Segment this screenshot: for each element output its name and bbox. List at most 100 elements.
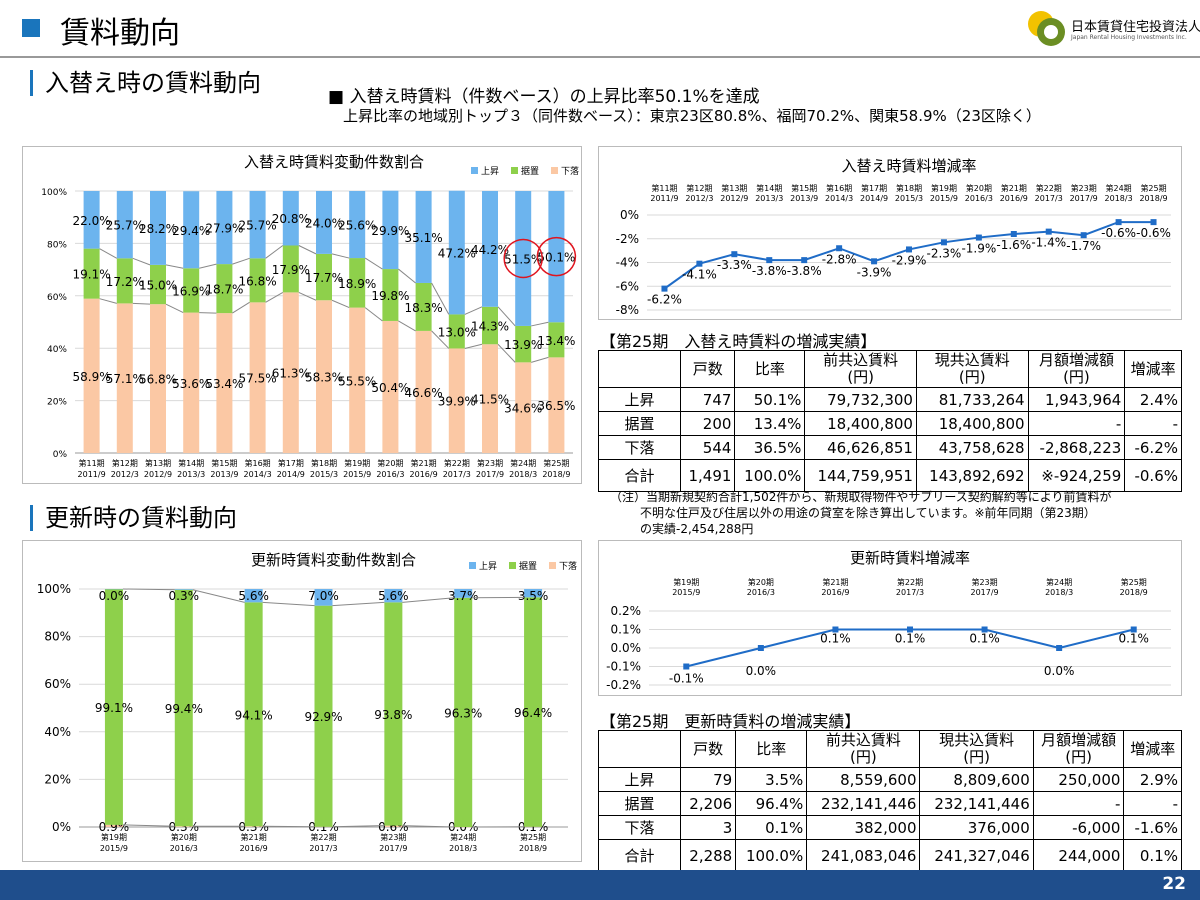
section-replace-title: 入替え時の賃料動向: [30, 70, 261, 96]
bar-上昇-第16期: [249, 191, 266, 259]
bar-据置-第22期: [448, 314, 465, 349]
table-cell: 8,559,600: [806, 767, 921, 792]
x-tick-label: 第21期: [822, 577, 848, 587]
data-point: [683, 663, 690, 670]
data-label: 19.8%: [371, 289, 409, 303]
x-tick-label: 第12期: [112, 458, 138, 468]
bar-上昇-第21期: [244, 589, 263, 603]
data-label: 0.0%: [99, 589, 130, 603]
table-cell: 376,000: [919, 815, 1034, 840]
table-cell: 544: [679, 435, 736, 460]
x-tick-label: 第18期: [896, 183, 922, 193]
legend-swatch: [511, 167, 518, 174]
x-tick-label: 2018/9: [519, 844, 547, 853]
x-tick-label: 2017/3: [309, 844, 337, 853]
row-label: 据置: [598, 411, 681, 436]
bar-据置-第17期: [282, 245, 299, 293]
table-row: 据置 200 13.4% 18,400,800 18,400,800- -: [598, 411, 1182, 436]
x-tick-label: 第22期: [1036, 183, 1062, 193]
x-tick-label: 第24期: [510, 458, 536, 468]
data-label: -1.7%: [1066, 239, 1101, 253]
x-tick-label: 2017/3: [1035, 194, 1063, 203]
bar-下落-第13期: [150, 304, 166, 453]
data-label: 50.4%: [371, 381, 409, 395]
series-connector: [431, 330, 450, 349]
company-logo: 日本賃貸住宅投資法人 Japan Rental Housing Investme…: [1025, 6, 1200, 50]
series-connector: [531, 356, 549, 363]
column-header: 戸数: [679, 730, 737, 768]
bar-据置-第19期: [349, 258, 366, 308]
series-connector: [298, 245, 317, 255]
bar-下落-第23期: [384, 825, 403, 827]
data-label: 19.1%: [73, 268, 111, 282]
x-tick-label: 2018/3: [449, 844, 477, 853]
table-cell: 100.0%: [735, 839, 808, 872]
y-tick-label: 0.2%: [611, 604, 642, 618]
x-tick-label: 第18期: [311, 458, 337, 468]
series-connector: [99, 248, 118, 259]
x-tick-label: 2014/9: [860, 194, 888, 203]
data-label: -3.3%: [717, 258, 752, 272]
row-label: 合計: [598, 839, 681, 872]
table-cell: -: [1123, 791, 1182, 816]
x-tick-label: 第23期: [971, 577, 997, 587]
y-tick-label: 80%: [47, 240, 67, 250]
series-connector: [402, 825, 455, 828]
data-label: 0.0%: [1044, 664, 1075, 678]
series-connector: [262, 601, 315, 607]
series-connector: [265, 291, 284, 303]
table-cell: 747: [679, 387, 736, 412]
footer-bar: 22: [0, 870, 1200, 900]
x-tick-label: 第24期: [450, 832, 476, 842]
x-tick-label: 2014/3: [825, 194, 853, 203]
bar-据置-第16期: [249, 258, 266, 303]
x-tick-label: 2014/3: [244, 470, 272, 479]
bar-上昇-第13期: [150, 191, 166, 265]
x-tick-label: 2018/9: [1120, 588, 1148, 597]
data-label: 56.8%: [139, 373, 177, 387]
data-point: [1056, 645, 1063, 651]
data-label: 7.0%: [308, 589, 339, 603]
bar-据置-第15期: [216, 264, 233, 314]
chart-title: 入替え時賃料増減率: [841, 157, 976, 175]
series-connector: [497, 343, 516, 363]
table-cell: 18,400,800: [804, 411, 917, 436]
footnote: （注）当期新規契約合計1,502件から、新規取得物件やサブリース契約解約等により…: [610, 489, 1170, 537]
footnote-line1: （注）当期新規契約合計1,502件から、新規取得物件やサブリース契約解約等により…: [610, 490, 1112, 504]
data-label: 5.6%: [238, 589, 269, 603]
x-tick-label: 2011/9: [78, 470, 106, 479]
data-label: 20.8%: [272, 212, 310, 226]
data-label: 29.9%: [371, 224, 409, 238]
data-label: 28.2%: [139, 222, 177, 236]
series-connector: [332, 601, 385, 607]
bullet-detail: 上昇比率の地域別トップ３（同件数ベース）：東京23区80.8%、福岡70.2%、…: [343, 107, 1041, 125]
x-tick-label: 2016/9: [240, 844, 268, 853]
bar-下落-第18期: [316, 300, 332, 453]
y-tick-label: 40%: [44, 725, 71, 739]
data-label: 99.1%: [95, 701, 133, 715]
data-point: [766, 257, 773, 264]
data-label: 0.1%: [969, 632, 1000, 646]
bar-下落-第17期: [282, 292, 299, 453]
table-cell: 250,000: [1032, 767, 1125, 792]
x-tick-label: 2013/9: [790, 194, 818, 203]
x-tick-label: 第22期: [310, 832, 336, 842]
series-connector: [364, 307, 383, 322]
bar-上昇-第21期: [415, 191, 432, 283]
row-label: 据置: [598, 791, 681, 816]
series-connector: [165, 264, 184, 269]
x-tick-label: 第25期: [1121, 577, 1147, 587]
bar-上昇-第17期: [282, 191, 299, 246]
x-tick-label: 2013/3: [177, 470, 205, 479]
x-tick-label: 第25期: [543, 458, 569, 468]
table-cell: -6,000: [1032, 815, 1125, 840]
data-label: -3.8%: [752, 264, 787, 278]
data-label: 0.3%: [169, 589, 200, 603]
bullet-headline: ■ 入替え時賃料（件数ベース）の上昇比率50.1%を達成: [328, 87, 760, 107]
data-label: 57.1%: [106, 372, 144, 386]
y-tick-label: 40%: [47, 345, 67, 355]
x-tick-label: 2018/3: [509, 470, 537, 479]
y-tick-label: 0%: [52, 820, 71, 834]
x-tick-label: 第25期: [1140, 183, 1166, 193]
